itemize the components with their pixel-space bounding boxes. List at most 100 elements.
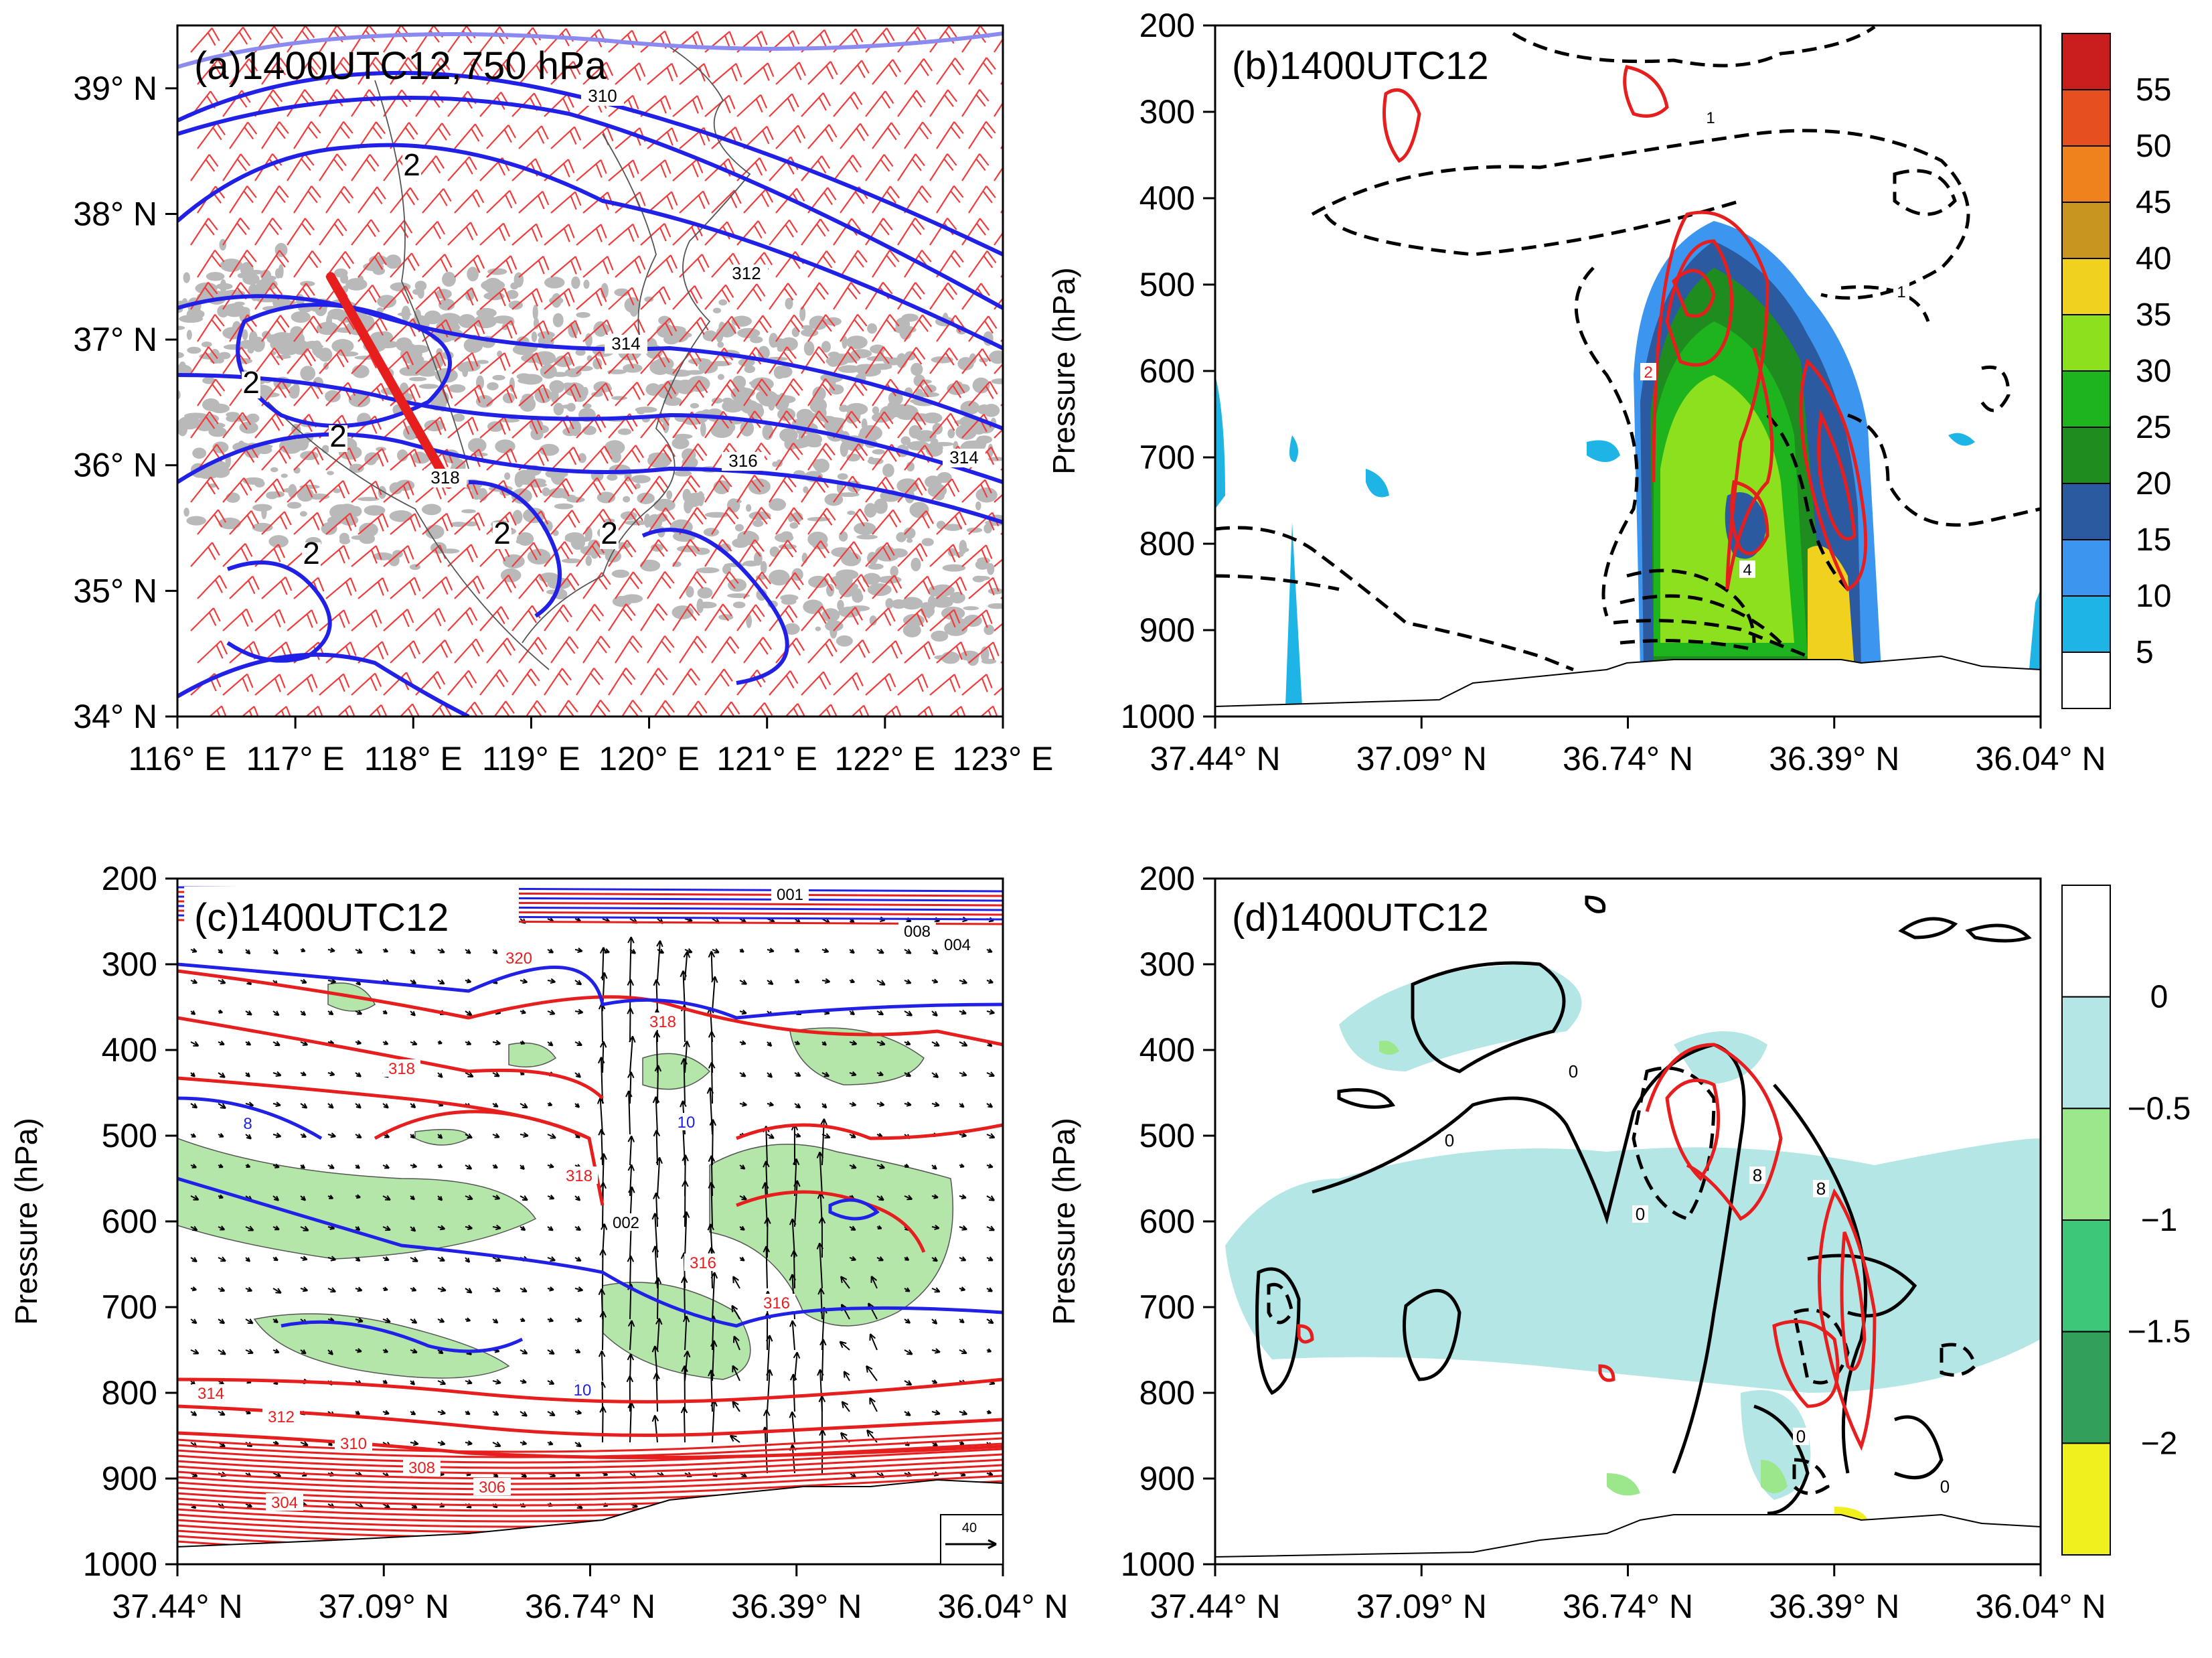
- wind-barb: [447, 352, 479, 374]
- rain-cell: [908, 425, 922, 439]
- wind-barb: [287, 479, 317, 503]
- wind-barb: [904, 58, 933, 85]
- wind-barb: [190, 218, 218, 246]
- wind-barb: [229, 121, 258, 149]
- wind-vector: [547, 1041, 554, 1047]
- contour-label: 310: [588, 86, 617, 106]
- rain-cell: [483, 291, 505, 301]
- rain-cell: [870, 363, 892, 370]
- wind-barb: [454, 638, 484, 664]
- dashed-contour: [1620, 594, 1782, 644]
- wind-barb: [840, 574, 870, 599]
- wind-barb: [479, 287, 511, 310]
- wind-barb: [293, 446, 324, 471]
- rain-cell: [753, 520, 764, 527]
- rain-cell: [357, 497, 380, 502]
- wind-barb: [736, 283, 766, 310]
- rain-cell: [327, 471, 334, 475]
- wind-vector: [627, 1071, 635, 1104]
- wind-barb: [994, 428, 1003, 439]
- wind-barb: [865, 607, 896, 631]
- rain-cell: [409, 564, 421, 571]
- wind-barb: [968, 315, 998, 342]
- wind-vector: [931, 1379, 938, 1384]
- contour-label-bg: [403, 1458, 441, 1476]
- wind-vector: [959, 1440, 965, 1446]
- wind-barb: [208, 705, 227, 717]
- rain-cell: [315, 351, 329, 359]
- wind-barb: [351, 153, 380, 181]
- wind-vector: [547, 948, 554, 954]
- terrain-mask: [1215, 1513, 2041, 1564]
- rain-cell: [838, 365, 861, 373]
- contour-labels: 1 2 4 1: [1640, 108, 1909, 579]
- wind-vector: [625, 1090, 633, 1135]
- rain-cell: [696, 601, 717, 609]
- wind-vector: [218, 1349, 226, 1355]
- rain-cell: [276, 342, 300, 356]
- rain-cell: [509, 377, 515, 392]
- wind-vector: [437, 979, 445, 985]
- black-contour: [1965, 923, 2032, 943]
- wind-barb: [454, 254, 485, 278]
- wind-barb: [415, 220, 445, 246]
- rain-cell: [578, 453, 586, 463]
- rain-cell: [718, 299, 728, 306]
- contour-label: 2: [601, 516, 618, 550]
- wind-vector: [547, 1256, 556, 1262]
- wind-barb: [775, 125, 806, 149]
- rain-cell: [921, 538, 934, 546]
- wind-vector: [410, 1256, 418, 1262]
- y-axis-ticks: 200 300 400 500 600 700 800 900 1000: [1121, 7, 1215, 735]
- rain-cell: [697, 587, 713, 599]
- wind-vector: [931, 1102, 940, 1108]
- theta-e-contour: [177, 294, 1003, 431]
- wind-barb: [544, 478, 574, 503]
- wind-barb: [769, 93, 799, 117]
- colorbar-swatch: [2061, 652, 2111, 709]
- rain-cell: [208, 427, 227, 437]
- rain-cell: [815, 626, 821, 631]
- wind-barb: [775, 572, 804, 599]
- wind-vector: [218, 1194, 224, 1199]
- wind-vector: [763, 1409, 771, 1443]
- rain-cell: [869, 615, 877, 626]
- colorbar-label: 25: [2136, 410, 2171, 445]
- theta-contour: [177, 1480, 1003, 1501]
- contour-label: 0: [1445, 1130, 1454, 1150]
- rain-cell: [890, 404, 915, 413]
- wind-vector: [986, 1009, 995, 1015]
- y-tick-label: 500: [1139, 1117, 1195, 1154]
- wind-barb: [358, 252, 387, 278]
- rain-cell: [216, 283, 233, 290]
- contour-label: 314: [198, 1385, 224, 1403]
- wind-barb: [197, 575, 228, 599]
- wind-vector: [766, 1369, 773, 1412]
- wind-barb: [544, 668, 572, 696]
- colorbar-swatch: [2061, 1108, 2111, 1221]
- colorbar-label: 50: [2136, 129, 2171, 164]
- red-contour: [1665, 239, 1734, 367]
- dashed-contour: [1215, 526, 1574, 672]
- wind-vector: [190, 1411, 198, 1416]
- wind-barb: [486, 255, 518, 278]
- rain-cell: [801, 325, 814, 330]
- wind-barb: [293, 121, 321, 149]
- rain-cell: [666, 490, 673, 500]
- rain-cell: [569, 420, 582, 437]
- rain-cell: [909, 502, 929, 518]
- wind-vector: [574, 1286, 584, 1292]
- wind-barb: [1000, 660, 1003, 664]
- wind-vector: [272, 1132, 282, 1138]
- wind-barb: [358, 448, 389, 471]
- wind-vector: [520, 1317, 526, 1323]
- red-contour: [1840, 1231, 1867, 1371]
- wind-vector: [876, 1195, 884, 1201]
- rain-cell: [931, 630, 949, 642]
- wind-barb: [865, 542, 895, 567]
- cross-section-line: [325, 272, 454, 489]
- rain-cell: [471, 275, 478, 280]
- wind-vector: [410, 1440, 419, 1446]
- wind-barb: [1000, 402, 1003, 406]
- wind-barb: [936, 511, 967, 535]
